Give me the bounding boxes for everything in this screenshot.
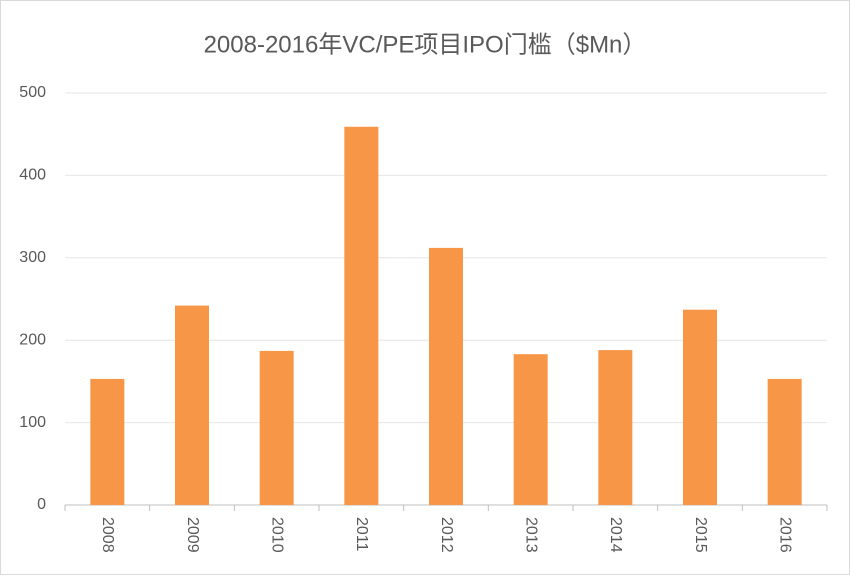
y-tick-label: 100 — [19, 414, 46, 431]
bar — [683, 309, 717, 505]
x-tick-label: 2009 — [184, 517, 201, 553]
y-tick-label: 0 — [37, 496, 46, 513]
x-tick-label: 2015 — [692, 517, 709, 553]
y-tick-label: 200 — [19, 331, 46, 348]
bar — [513, 354, 548, 505]
y-tick-label: 300 — [19, 249, 46, 266]
bar — [767, 378, 802, 505]
x-tick-label: 2016 — [776, 517, 793, 553]
x-tick-label: 2008 — [99, 517, 116, 553]
chart-title: 2008-2016年VC/PE项目IPO门槛（$Mn） — [204, 31, 647, 58]
bar — [429, 247, 463, 506]
bar — [344, 126, 379, 505]
x-tick-label: 2013 — [522, 517, 539, 553]
bar — [598, 350, 633, 505]
x-tick-label: 2010 — [268, 517, 285, 553]
x-tick-label: 2012 — [438, 517, 455, 553]
y-tick-label: 500 — [19, 84, 46, 101]
bar — [259, 350, 294, 505]
x-tick-label: 2011 — [353, 517, 370, 552]
x-tick-label: 2014 — [607, 517, 624, 553]
bar — [175, 305, 209, 505]
bar — [90, 378, 125, 505]
y-tick-label: 400 — [19, 167, 46, 184]
